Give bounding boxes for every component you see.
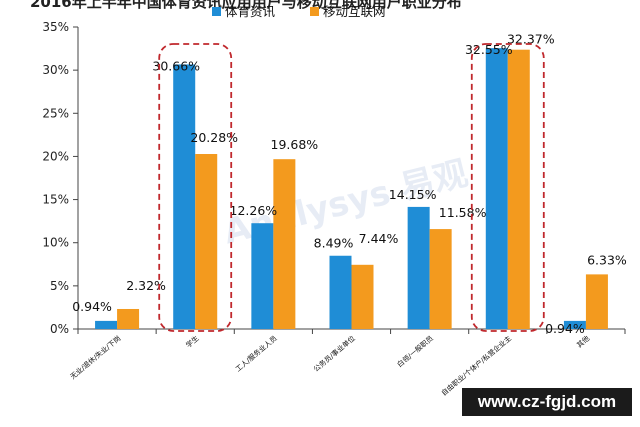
data-label: 6.33% (587, 252, 627, 267)
highlight-box (470, 43, 545, 332)
bar-sports (485, 48, 508, 329)
data-label: 8.49% (314, 236, 354, 251)
title-strip: 2016年上半年中国体育资讯应用用户与移动互联网用户职业分布 (0, 0, 640, 10)
x-category-label: 无业/退休/失业/下岗 (68, 334, 122, 381)
data-label: 19.68% (271, 137, 319, 152)
data-label: 2.32% (126, 278, 166, 293)
y-tick-label: 0% (50, 322, 69, 336)
data-label: 14.15% (389, 187, 437, 202)
bar-sports (407, 206, 430, 329)
x-category-label: 公务员/事业单位 (312, 334, 357, 374)
bar-sports (563, 320, 586, 329)
y-tick-label: 25% (42, 106, 69, 120)
y-tick-label: 10% (42, 236, 69, 250)
data-label: 12.26% (230, 203, 278, 218)
chart-title: 2016年上半年中国体育资讯应用用户与移动互联网用户职业分布 (30, 0, 462, 10)
data-label: 7.44% (359, 231, 399, 246)
data-label: 30.66% (152, 58, 200, 73)
x-category-label: 白领/一般职员 (395, 334, 435, 369)
legend-label: 移动互联网 (323, 4, 386, 19)
legend-label: 体育资讯 (225, 4, 276, 19)
bar-sports (95, 320, 118, 329)
bar-mobile (195, 154, 218, 329)
data-label: 0.94% (545, 321, 585, 336)
y-tick-label: 30% (42, 63, 69, 77)
bar-sports (251, 223, 274, 329)
y-tick-label: 15% (42, 193, 69, 207)
y-tick-label: 20% (42, 149, 69, 163)
site-watermark: www.cz-fgjd.com (462, 388, 632, 416)
highlight-box (158, 43, 233, 332)
bar-sports (329, 255, 352, 329)
bar-mobile (351, 264, 374, 329)
bar-mobile (429, 229, 452, 329)
x-category-label: 其他 (575, 334, 592, 350)
bar-mobile (117, 308, 140, 329)
legend-swatch (310, 7, 319, 16)
x-category-label: 学生 (184, 334, 201, 350)
y-tick-label: 5% (50, 279, 69, 293)
bar-sports (173, 64, 196, 329)
bar-mobile (273, 159, 296, 329)
x-category-label: 工人/服务业人员 (234, 334, 279, 374)
data-label: 32.55% (465, 42, 513, 57)
legend-swatch (212, 7, 221, 16)
data-label: 11.58% (439, 205, 487, 220)
data-label: 32.37% (507, 32, 555, 47)
data-label: 0.94% (72, 299, 112, 314)
bar-mobile (585, 274, 608, 329)
bar-mobile (507, 49, 530, 329)
y-tick-label: 35% (42, 20, 69, 34)
data-label: 20.28% (190, 130, 238, 145)
